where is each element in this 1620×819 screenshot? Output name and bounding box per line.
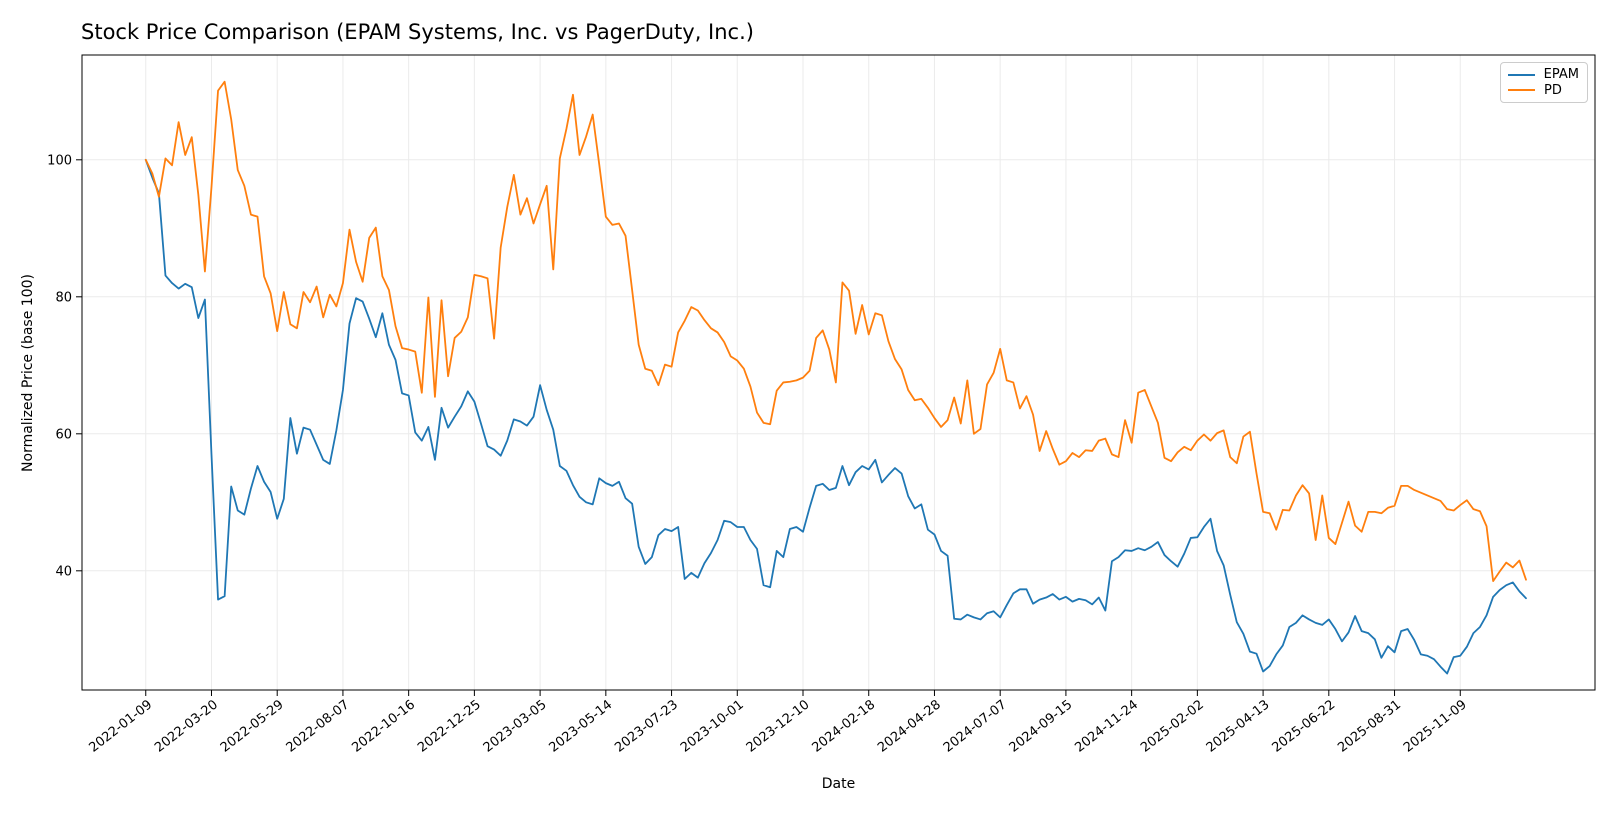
- legend-item-pd: PD: [1508, 83, 1579, 99]
- y-tick-label: 100: [47, 153, 72, 168]
- x-tick-label: 2023-07-23: [612, 697, 681, 755]
- x-tick-label: 2022-08-07: [284, 697, 353, 755]
- x-tick-label: 2024-04-28: [875, 697, 944, 755]
- x-axis-label: Date: [821, 776, 856, 792]
- legend-label-pd: PD: [1544, 82, 1562, 98]
- y-axis-label: Normalized Price (base 100): [20, 274, 36, 472]
- epam-line-swatch: [1508, 73, 1535, 76]
- x-tick-label: 2022-10-16: [349, 697, 418, 755]
- x-tick-label: 2022-03-20: [152, 697, 221, 755]
- pd-line-swatch: [1508, 89, 1535, 92]
- x-tick-label: 2024-11-24: [1072, 697, 1141, 755]
- x-tick-label: 2022-12-25: [415, 697, 484, 755]
- y-tick-label: 60: [55, 427, 72, 442]
- chart-title: Stock Price Comparison (EPAM Systems, In…: [81, 20, 754, 44]
- x-tick-label: 2025-08-31: [1335, 697, 1404, 755]
- x-tick-label: 2022-05-29: [218, 697, 287, 755]
- x-tick-label: 2025-06-22: [1269, 697, 1338, 755]
- epam-line: [144, 158, 1527, 675]
- legend-item-epam: EPAM: [1508, 67, 1579, 83]
- x-tick-label: 2023-03-05: [481, 697, 550, 755]
- x-tick-label: 2022-01-09: [86, 697, 155, 755]
- x-tick-label: 2023-12-10: [744, 697, 813, 755]
- x-tick-label: 2025-04-13: [1204, 697, 1273, 755]
- x-tick-label: 2025-02-02: [1138, 697, 1207, 755]
- x-tick-label: 2025-11-09: [1401, 697, 1470, 755]
- y-tick-label: 40: [55, 564, 72, 579]
- x-tick-label: 2024-02-18: [809, 697, 878, 755]
- x-tick-label: 2023-10-01: [678, 697, 747, 755]
- x-tick-label: 2023-05-14: [547, 697, 616, 755]
- plot-border: [81, 54, 1596, 691]
- pd-line: [144, 80, 1527, 582]
- legend-label-epam: EPAM: [1543, 67, 1579, 83]
- y-tick-label: 80: [55, 290, 72, 305]
- x-tick-label: 2024-09-15: [1007, 697, 1076, 755]
- legend: EPAM PD: [1500, 62, 1588, 103]
- x-tick-label: 2024-07-07: [941, 697, 1010, 755]
